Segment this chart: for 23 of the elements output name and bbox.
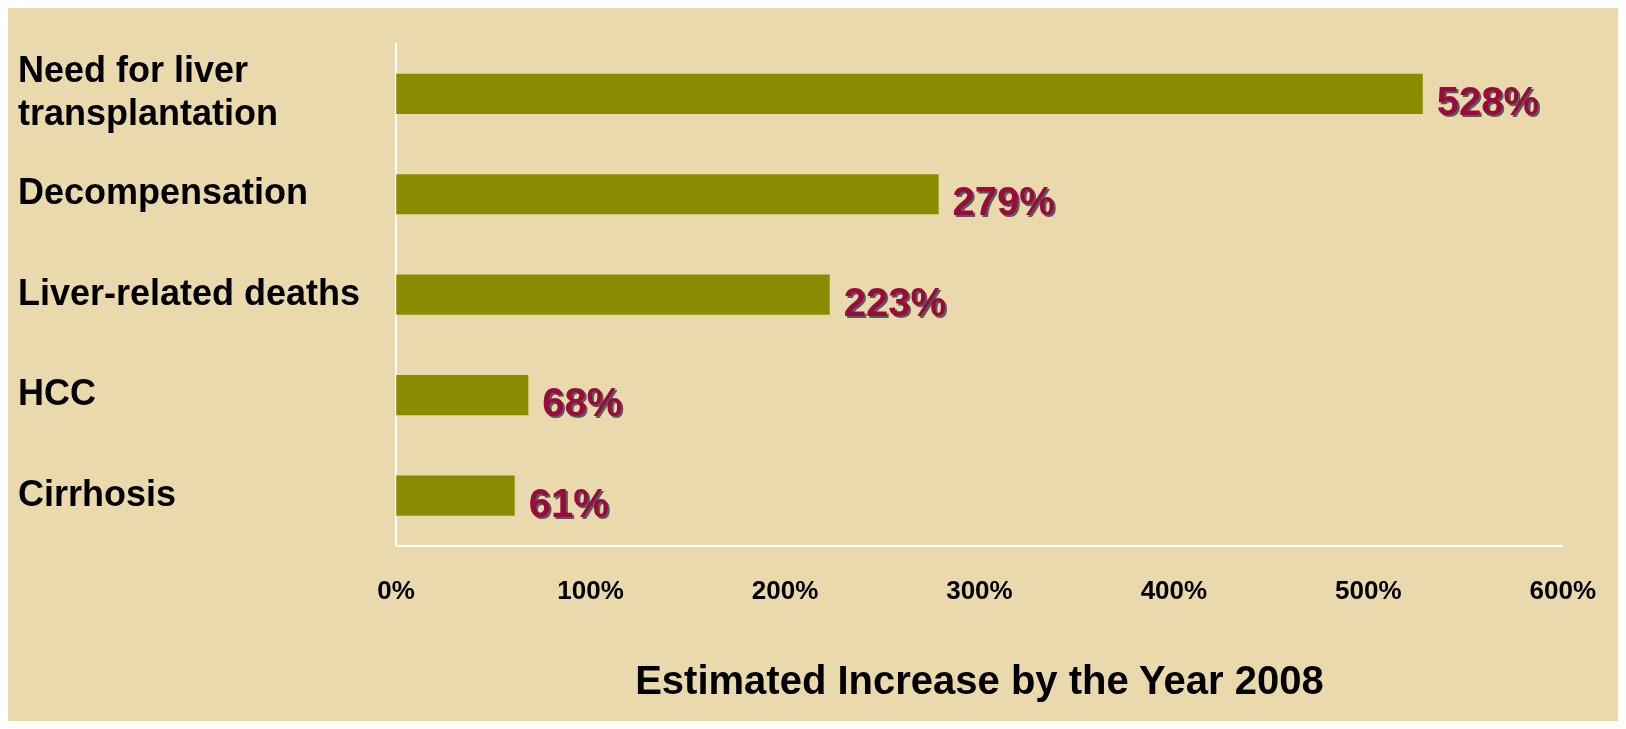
data-label: 68%	[542, 380, 623, 425]
x-tick-label: 300%	[946, 574, 1013, 605]
bar	[396, 475, 515, 516]
data-label: 528%	[1436, 78, 1540, 123]
x-tick-label: 400%	[1140, 574, 1208, 605]
x-tick-label: 500%	[1335, 574, 1402, 605]
bar	[396, 73, 1423, 114]
x-tick-label: 200%	[751, 574, 819, 605]
bar	[396, 274, 830, 315]
x-tick-label: 0%	[377, 574, 415, 605]
data-label: 61%	[528, 480, 609, 525]
bar	[396, 375, 529, 416]
bar	[396, 174, 939, 215]
y-tick-label: HCC	[18, 372, 96, 414]
x-tick-label: 600%	[1529, 574, 1596, 605]
y-tick-label: Decompensation	[18, 171, 309, 213]
x-axis-title: Estimated Increase by the Year 2008	[635, 658, 1324, 703]
data-label: 223%	[843, 279, 947, 324]
data-label: 279%	[952, 179, 1055, 224]
y-tick-label: Liver-related deaths	[18, 271, 361, 313]
x-tick-label: 100%	[557, 574, 624, 605]
y-tick-label: Need for liver transplantation	[18, 49, 279, 134]
y-tick-label: Cirrhosis	[18, 472, 177, 514]
